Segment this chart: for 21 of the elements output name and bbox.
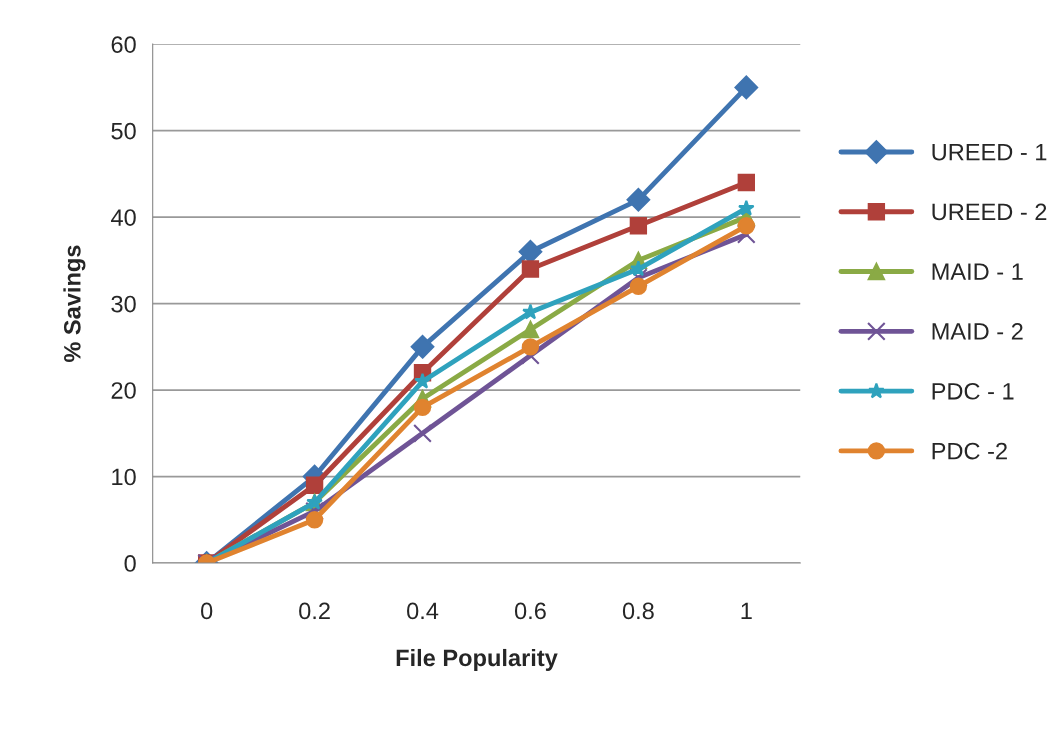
y-tick-label: 30 (111, 295, 136, 313)
y-tick-label: 40 (111, 209, 136, 226)
legend-label: MAID - 2 (932, 323, 1023, 340)
x-tick-label: 0.6 (514, 602, 546, 620)
legend-label: MAID - 1 (932, 263, 1023, 280)
y-tick-label: 10 (112, 468, 136, 486)
x-tick-label: 1 (741, 602, 752, 620)
x-tick-label: 0.4 (407, 602, 439, 620)
legend-label: PDC -2 (932, 442, 1007, 460)
y-tick-label: 0 (124, 555, 136, 572)
x-tick-label: 0 (201, 602, 213, 620)
legend-label: UREED - 1 (932, 143, 1047, 161)
y-tick-label: 60 (111, 36, 136, 53)
y-axis-title: % Savings (63, 245, 86, 363)
x-tick-label: 0.8 (622, 602, 654, 620)
y-tick-label: 50 (111, 122, 136, 140)
y-tick-label: 20 (111, 382, 136, 399)
legend-label: PDC - 1 (932, 382, 1014, 400)
x-tick-label: 0.2 (299, 602, 330, 620)
x-axis-title: File Popularity (396, 648, 558, 671)
legend-label: UREED - 2 (932, 203, 1047, 221)
